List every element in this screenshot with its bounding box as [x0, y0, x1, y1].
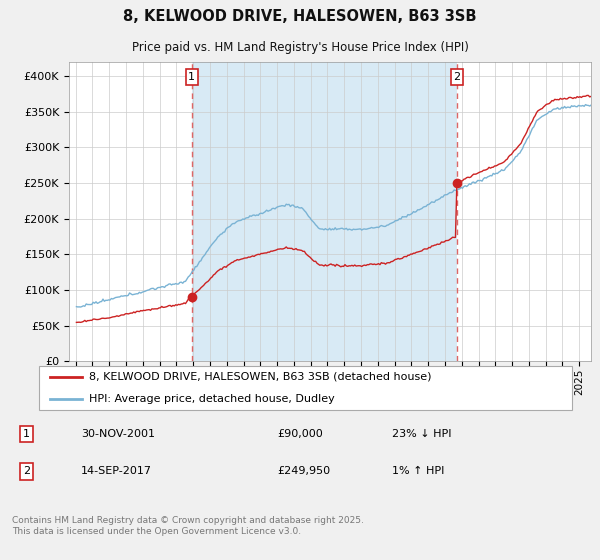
Text: 8, KELWOOD DRIVE, HALESOWEN, B63 3SB (detached house): 8, KELWOOD DRIVE, HALESOWEN, B63 3SB (de… — [89, 372, 431, 382]
Text: Contains HM Land Registry data © Crown copyright and database right 2025.
This d: Contains HM Land Registry data © Crown c… — [12, 516, 364, 536]
Text: 23% ↓ HPI: 23% ↓ HPI — [392, 429, 452, 439]
Text: 30-NOV-2001: 30-NOV-2001 — [81, 429, 155, 439]
Text: £90,000: £90,000 — [277, 429, 323, 439]
Text: 2: 2 — [23, 466, 30, 476]
Text: 1: 1 — [23, 429, 30, 439]
Text: HPI: Average price, detached house, Dudley: HPI: Average price, detached house, Dudl… — [89, 394, 335, 404]
Text: 8, KELWOOD DRIVE, HALESOWEN, B63 3SB: 8, KELWOOD DRIVE, HALESOWEN, B63 3SB — [123, 9, 477, 24]
Text: 1% ↑ HPI: 1% ↑ HPI — [392, 466, 445, 476]
Text: 14-SEP-2017: 14-SEP-2017 — [81, 466, 152, 476]
Text: 2: 2 — [453, 72, 460, 82]
Text: 1: 1 — [188, 72, 196, 82]
Text: Price paid vs. HM Land Registry's House Price Index (HPI): Price paid vs. HM Land Registry's House … — [131, 41, 469, 54]
Bar — [192, 62, 457, 361]
Text: £249,950: £249,950 — [277, 466, 330, 476]
FancyBboxPatch shape — [39, 366, 572, 410]
